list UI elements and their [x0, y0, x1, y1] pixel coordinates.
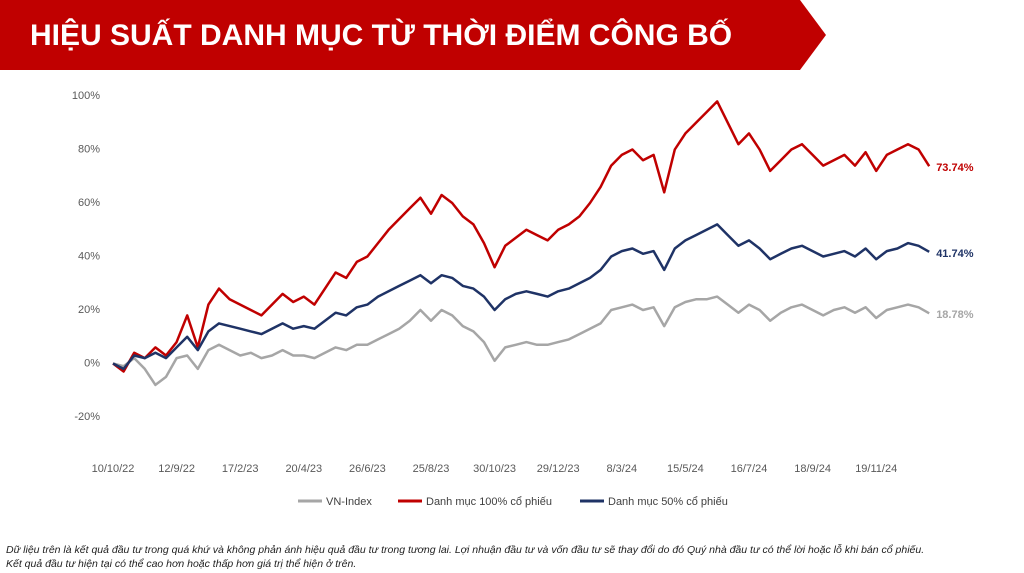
series-line [112, 100, 931, 373]
chart-title: HIỆU SUẤT DANH MỤC TỪ THỜI ĐIỂM CÔNG BỐ [30, 18, 732, 52]
y-tick-label: 80% [78, 143, 100, 155]
chart: HIỆU SUẤT DANH MỤC TỪ THỜI ĐIỂM CÔNG BỐ … [0, 0, 974, 508]
x-tick-label: 30/10/23 [473, 463, 516, 475]
end-value-label: 41.74% [936, 248, 974, 260]
y-tick-label: 20% [78, 304, 100, 316]
x-tick-label: 17/2/23 [222, 463, 259, 475]
x-tick-label: 18/9/24 [794, 463, 831, 475]
end-value-label: 73.74% [936, 162, 974, 174]
x-tick-label: 8/3/24 [607, 463, 638, 475]
y-tick-label: 0% [84, 357, 100, 369]
series-line [112, 223, 930, 371]
x-tick-label: 19/11/24 [855, 463, 897, 475]
x-tick-label: 20/4/23 [285, 463, 322, 475]
x-tick-label: 29/12/23 [537, 463, 580, 475]
series-line [112, 295, 930, 387]
x-tick-label: 16/7/24 [731, 463, 768, 475]
x-tick-label: 25/8/23 [413, 463, 450, 475]
x-tick-label: 15/5/24 [667, 463, 704, 475]
x-tick-label: 26/6/23 [349, 463, 386, 475]
y-tick-label: -20% [74, 411, 100, 423]
x-tick-label: 12/9/22 [158, 463, 195, 475]
y-tick-label: 60% [78, 197, 100, 209]
end-value-label: 18.78% [936, 309, 974, 321]
x-tick-label: 10/10/22 [92, 463, 135, 475]
y-tick-label: 100% [72, 90, 100, 102]
y-tick-label: 40% [78, 250, 100, 262]
title-banner [0, 0, 826, 70]
footnote: Dữ liệu trên là kết quả đầu tư trong quá… [6, 544, 925, 556]
legend-label: VN-Index [326, 496, 372, 508]
legend-label: Danh mục 100% cổ phiếu [426, 496, 552, 508]
footnote: Kết quả đầu tư hiện tại có thể cao hơn h… [6, 558, 357, 570]
legend-label: Danh mục 50% cổ phiếu [608, 496, 728, 508]
